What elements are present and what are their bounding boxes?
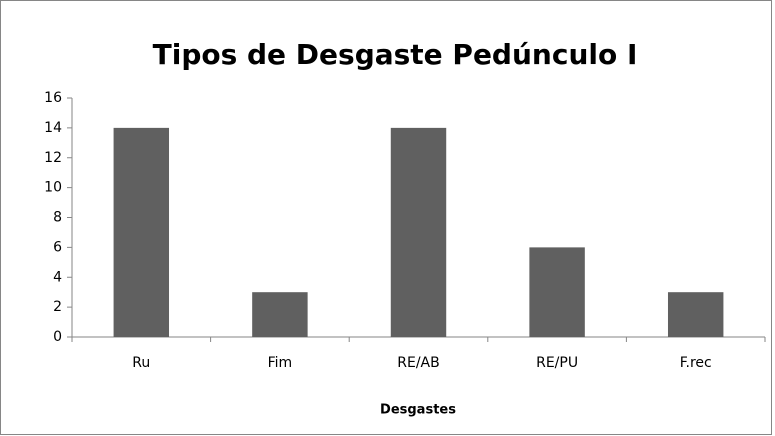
y-tick-label: 16 <box>44 90 62 106</box>
y-tick-label: 2 <box>53 299 62 315</box>
bar <box>667 292 724 337</box>
bar <box>252 292 308 337</box>
y-tick-label: 14 <box>44 120 62 136</box>
y-tick-label: 0 <box>53 329 62 345</box>
y-tick-label: 10 <box>44 180 62 196</box>
y-tick-label: 8 <box>53 210 62 226</box>
bar <box>390 127 447 337</box>
bar <box>113 127 170 337</box>
y-tick-label: 12 <box>44 150 62 166</box>
chart-title: Tipos de Desgaste Pedúnculo I <box>153 38 638 71</box>
x-tick-label: Ru <box>132 355 150 371</box>
y-tick-label: 4 <box>53 269 62 285</box>
y-tick-label: 6 <box>53 239 62 255</box>
bar <box>529 247 585 337</box>
x-tick-label: RE/PU <box>536 355 578 371</box>
x-tick-label: F.rec <box>680 355 712 371</box>
x-tick-label: Fim <box>268 355 293 371</box>
x-axis-label: Desgastes <box>380 403 456 418</box>
x-tick-label: RE/AB <box>397 355 439 371</box>
